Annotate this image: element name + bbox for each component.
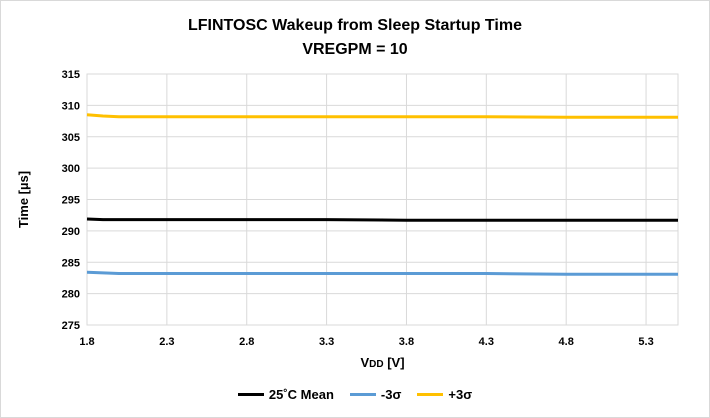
x-axis-ticks: 1.8 2.3 2.8 3.3 3.8 4.3 4.8 5.3 xyxy=(79,336,653,348)
x-tick-label: 5.3 xyxy=(638,336,653,348)
plot-area-border xyxy=(86,73,679,326)
series-lines xyxy=(86,113,678,276)
gridlines xyxy=(86,73,679,326)
legend-swatch xyxy=(349,393,376,396)
y-axis-ticks: 275 280 285 290 295 300 305 310 315 xyxy=(62,69,80,332)
legend-item: 25˚C Mean xyxy=(237,387,334,402)
x-axis-title-main: V xyxy=(360,355,369,370)
y-tick-label: 295 xyxy=(62,195,80,207)
legend-item: -3σ xyxy=(349,387,402,402)
x-tick-label: 4.3 xyxy=(479,336,494,348)
legend-label: +3σ xyxy=(448,387,473,402)
series-line xyxy=(86,270,678,276)
y-tick-label: 310 xyxy=(62,100,80,112)
x-axis-title-sub: DD xyxy=(369,359,383,370)
chart-title: LFINTOSC Wakeup from Sleep Startup Time xyxy=(188,17,522,34)
series-line xyxy=(86,113,678,119)
series-line xyxy=(86,217,678,222)
legend-swatch xyxy=(417,393,444,396)
y-tick-label: 290 xyxy=(62,226,80,238)
x-tick-label: 2.3 xyxy=(159,336,174,348)
x-tick-label: 2.8 xyxy=(239,336,254,348)
legend-swatch xyxy=(237,393,264,396)
y-tick-label: 315 xyxy=(62,69,80,81)
legend-item: +3σ xyxy=(417,387,472,402)
x-tick-label: 1.8 xyxy=(79,336,94,348)
chart-subtitle: VREGPM = 10 xyxy=(302,41,408,58)
legend-label: -3σ xyxy=(380,387,402,402)
x-axis-title-unit: [V] xyxy=(384,355,405,370)
x-axis-title: VDD [V] xyxy=(360,355,404,370)
x-tick-label: 3.8 xyxy=(399,336,414,348)
legend-label: 25˚C Mean xyxy=(268,387,334,402)
y-axis-title: Time [µs] xyxy=(16,171,31,228)
y-tick-label: 300 xyxy=(62,163,80,175)
legend: 25˚C Mean -3σ +3σ xyxy=(0,387,710,402)
y-tick-label: 280 xyxy=(62,289,80,301)
x-tick-label: 4.8 xyxy=(559,336,574,348)
x-tick-label: 3.3 xyxy=(319,336,334,348)
y-tick-label: 285 xyxy=(62,257,80,269)
y-tick-label: 275 xyxy=(62,320,80,332)
y-tick-label: 305 xyxy=(62,132,80,144)
